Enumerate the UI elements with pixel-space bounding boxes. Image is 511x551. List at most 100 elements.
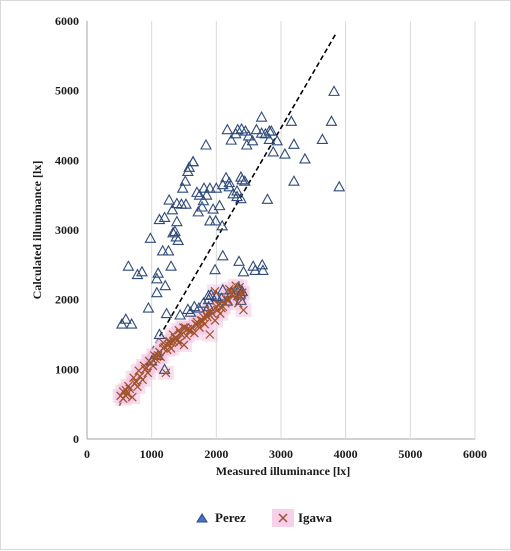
x-tick-label: 5000 <box>398 447 422 461</box>
igawa-point <box>178 323 188 332</box>
x-tick-label: 4000 <box>334 447 358 461</box>
perez-point <box>213 199 226 211</box>
perez-point <box>256 264 269 275</box>
perez-point <box>192 301 205 313</box>
perez-point <box>197 194 210 206</box>
y-tick-label: 6000 <box>55 14 79 28</box>
perez-point <box>287 175 300 186</box>
perez-point <box>223 180 236 192</box>
legend-item-igawa: Igawa <box>272 509 332 527</box>
y-tick-labels: 0 1000 2000 3000 4000 5000 6000 <box>55 14 79 446</box>
perez-point <box>261 193 274 204</box>
y-axis-title: Calculated illuminance [lx] <box>30 161 44 300</box>
perez-point <box>197 297 210 308</box>
igawa-point <box>214 300 224 310</box>
perez-point <box>216 219 229 231</box>
legend-igawa-label: Igawa <box>298 510 332 525</box>
perez-point <box>325 115 338 126</box>
perez-point <box>159 279 172 291</box>
perez-point <box>122 260 135 271</box>
perez-point <box>156 244 169 256</box>
igawa-point <box>192 317 202 327</box>
igawa-point <box>182 331 192 341</box>
perez-point <box>220 171 232 183</box>
perez-point <box>255 127 268 138</box>
igawa-point <box>224 284 234 294</box>
legend-perez-marker <box>196 513 208 523</box>
perez-point <box>200 189 213 200</box>
perez-point <box>203 182 216 193</box>
perez-point <box>233 255 245 266</box>
perez-point <box>170 215 183 227</box>
igawa-point <box>235 282 245 292</box>
perez-point <box>263 133 276 144</box>
x-tick-label: 6000 <box>463 447 487 461</box>
igawa-point <box>237 288 247 298</box>
perez-point <box>328 85 340 96</box>
perez-point <box>144 232 157 243</box>
perez-point <box>152 267 165 278</box>
igawa-point <box>210 286 220 296</box>
igawa-point <box>129 373 138 383</box>
igawa-point <box>223 295 233 305</box>
perez-point <box>150 272 163 284</box>
perez-point <box>239 124 252 136</box>
perez-point <box>119 313 132 324</box>
perez-point <box>187 155 199 167</box>
igawa-point <box>215 309 225 319</box>
perez-point <box>285 115 298 126</box>
perez-point <box>221 123 234 135</box>
perez-point <box>153 328 166 340</box>
x-tick-labels: 0 1000 2000 3000 4000 5000 6000 <box>84 447 487 461</box>
perez-point <box>231 123 244 135</box>
series-perez <box>115 85 346 374</box>
perez-point <box>198 182 210 193</box>
igawa-point <box>174 325 184 335</box>
igawa-point <box>148 361 158 371</box>
igawa-point <box>233 298 243 308</box>
x-tick-label: 3000 <box>269 447 293 461</box>
perez-point <box>183 161 196 172</box>
perez-point <box>174 308 187 320</box>
igawa-point <box>173 335 182 345</box>
igawa-point <box>149 350 159 360</box>
perez-point <box>176 182 189 193</box>
perez-point <box>216 249 229 261</box>
y-tick-label: 2000 <box>55 293 79 307</box>
perez-point <box>209 263 221 275</box>
y-tick-label: 1000 <box>55 362 79 376</box>
perez-point <box>163 193 176 205</box>
igawa-point <box>215 298 224 308</box>
legend-perez-label: Perez <box>215 510 246 525</box>
perez-point <box>162 244 175 256</box>
legend: Perez Igawa <box>196 509 332 527</box>
gridlines <box>151 21 476 439</box>
igawa-point <box>168 330 178 339</box>
perez-point <box>184 306 197 317</box>
igawa-point <box>152 352 162 362</box>
perez-point <box>181 165 194 177</box>
igawa-point <box>174 338 184 348</box>
perez-point <box>150 286 163 298</box>
igawa-point <box>162 345 172 355</box>
perez-point <box>223 176 236 188</box>
perez-point <box>170 197 183 209</box>
igawa-point <box>123 381 133 391</box>
perez-point <box>136 265 148 277</box>
igawa-point <box>138 375 148 385</box>
perez-point <box>196 200 209 212</box>
igawa-point <box>180 323 190 332</box>
perez-point <box>131 268 144 280</box>
igawa-point <box>227 289 237 299</box>
igawa-point <box>142 363 151 373</box>
igawa-point <box>121 391 131 401</box>
perez-point <box>246 134 259 146</box>
perez-point <box>316 133 329 144</box>
x-tick-label: 1000 <box>140 447 164 461</box>
igawa-point <box>198 312 208 322</box>
perez-point <box>210 290 223 302</box>
igawa-point <box>131 377 141 387</box>
perez-point <box>278 147 291 159</box>
